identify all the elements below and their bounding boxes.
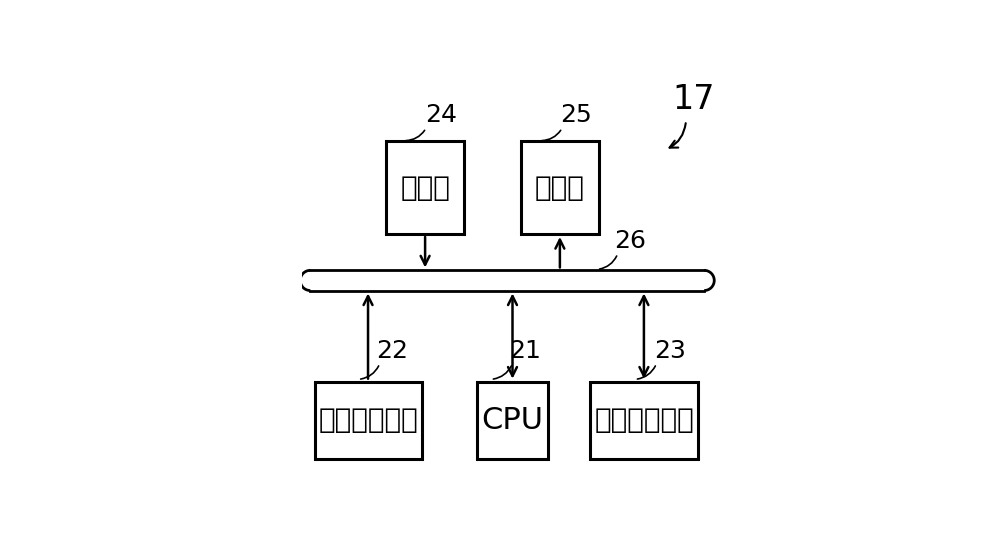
Text: 25: 25	[560, 103, 592, 127]
Bar	[477, 382, 548, 459]
Bar	[521, 142, 599, 234]
Bar	[590, 382, 698, 459]
Text: CPU: CPU	[482, 406, 544, 435]
Text: 长期存储电路: 长期存储电路	[318, 406, 418, 434]
Bar	[386, 142, 464, 234]
Bar	[315, 382, 422, 459]
Text: 26: 26	[614, 229, 646, 253]
Text: 24: 24	[425, 103, 457, 127]
Text: 23: 23	[655, 339, 686, 363]
Bar	[310, 270, 704, 290]
Text: 22: 22	[376, 339, 408, 363]
Text: 输入部: 输入部	[400, 174, 450, 202]
Text: 输出部: 输出部	[535, 174, 585, 202]
Text: 17: 17	[672, 83, 715, 116]
Text: 21: 21	[509, 339, 541, 363]
Text: 临时存储电路: 临时存储电路	[594, 406, 694, 434]
